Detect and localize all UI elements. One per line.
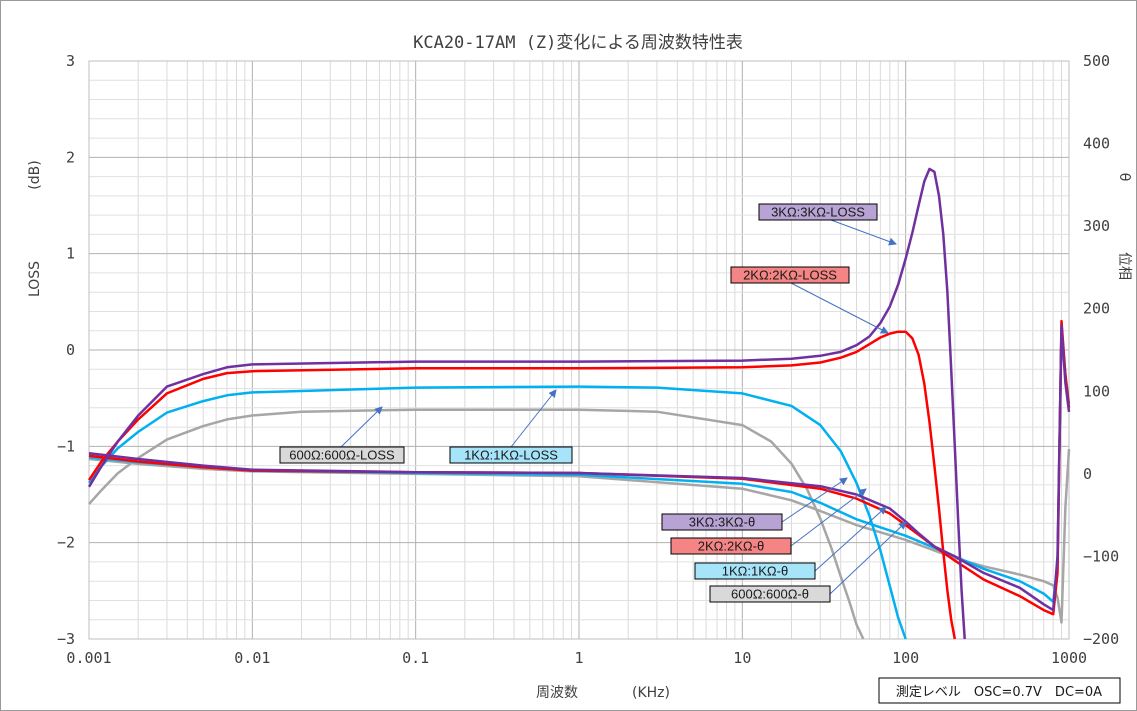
callout-label: 600Ω:600Ω-LOSS (289, 448, 395, 463)
y-right-tick-label: 0 (1083, 465, 1092, 483)
callout-box (694, 562, 816, 580)
callout-box (709, 585, 831, 603)
series-line (87, 167, 966, 640)
x-tick-label: 10 (733, 649, 751, 667)
callout-label: 600Ω:600Ω-θ (731, 587, 809, 602)
series-callout: 1KΩ:1KΩ-θ (694, 506, 887, 580)
callout-arrow (340, 406, 383, 448)
y-left-tick-label: 3 (66, 52, 75, 70)
series-callout: 2KΩ:2KΩ-LOSS (730, 266, 889, 334)
y-right-axis-symbol: θ (1116, 173, 1132, 182)
y-left-tick-label: −1 (57, 437, 75, 455)
y-left-tick-label: 2 (66, 148, 75, 166)
y-left-axis-unit: (dB) (27, 160, 43, 189)
callout-arrow (830, 219, 897, 246)
callout-box (670, 537, 792, 555)
x-tick-label: 0.1 (402, 649, 429, 667)
series-callout: 3KΩ:3KΩ-LOSS (758, 203, 897, 246)
callout-label: 3KΩ:3KΩ-LOSS (771, 205, 865, 220)
callout-label: 2KΩ:2KΩ-LOSS (743, 268, 837, 283)
chart-title: KCA20-17AM (Z)変化による周波数特性表 (413, 33, 743, 53)
series-callout: 1KΩ:1KΩ-LOSS (449, 389, 573, 464)
callout-label: 1KΩ:1KΩ-θ (722, 564, 788, 579)
series-line (87, 330, 957, 640)
measurement-note-text: 測定レベル OSC=0.7V DC=0A (896, 685, 1102, 700)
y-left-tick-label: −2 (57, 534, 75, 552)
series-callout: 2KΩ:2KΩ-θ (670, 488, 867, 555)
x-tick-label: 100 (892, 649, 919, 667)
series-callout: 600Ω:600Ω-LOSS (279, 406, 405, 464)
callout-box (279, 446, 405, 464)
callout-arrow (781, 477, 848, 523)
series-callout: 3KΩ:3KΩ-θ (661, 477, 848, 531)
y-right-axis-label: 位相 (1116, 252, 1132, 280)
x-tick-label: 0.01 (234, 649, 270, 667)
y-left-tick-label: −3 (57, 630, 75, 648)
series-line (88, 323, 1071, 612)
callout-arrow (790, 488, 867, 547)
measurement-note: 測定レベル OSC=0.7V DC=0A (878, 677, 1121, 704)
series-line (88, 408, 865, 640)
x-tick-label: 1 (574, 649, 583, 667)
series-line (87, 385, 907, 640)
x-tick-label: 1000 (1051, 649, 1087, 667)
y-right-tick-label: 100 (1083, 382, 1110, 400)
series-callouts: 3KΩ:3KΩ-LOSS 2KΩ:2KΩ-LOSS 1KΩ:1KΩ-LOSS 600Ω… (279, 203, 907, 603)
plot-border (88, 60, 1070, 640)
callout-label: 3KΩ:3KΩ-θ (689, 515, 755, 530)
series-callout: 600Ω:600Ω-θ (709, 521, 907, 603)
callout-arrow (510, 389, 557, 448)
y-right-tick-label: 500 (1083, 52, 1110, 70)
x-tick-label: 0.001 (66, 649, 111, 667)
callout-label: 2KΩ:2KΩ-θ (698, 539, 764, 554)
callout-box (661, 513, 783, 531)
y-right-tick-label: −200 (1083, 630, 1119, 648)
callout-label: 1KΩ:1KΩ-LOSS (464, 448, 558, 463)
callout-box (758, 203, 878, 221)
callout-arrow (814, 506, 887, 572)
y-left-tick-label: 0 (66, 341, 75, 359)
callout-arrow (829, 521, 907, 595)
y-right-tick-label: 300 (1083, 217, 1110, 235)
y-left-axis-label: LOSS (27, 261, 43, 297)
measurement-note-box (878, 677, 1121, 704)
tick-labels: 0.001 0.01 0.1 1 10 100 1000−3−2−10123−200−100… (57, 52, 1119, 667)
y-right-tick-label: −100 (1083, 547, 1119, 565)
callout-arrow (790, 282, 889, 334)
x-axis-label: 周波数 (536, 685, 578, 701)
x-axis-unit: (KHz) (632, 685, 670, 701)
y-right-tick-label: 400 (1083, 135, 1110, 153)
y-right-tick-label: 200 (1083, 300, 1110, 318)
callout-box (730, 266, 850, 284)
y-left-tick-label: 1 (66, 245, 75, 263)
callout-box (449, 446, 573, 464)
